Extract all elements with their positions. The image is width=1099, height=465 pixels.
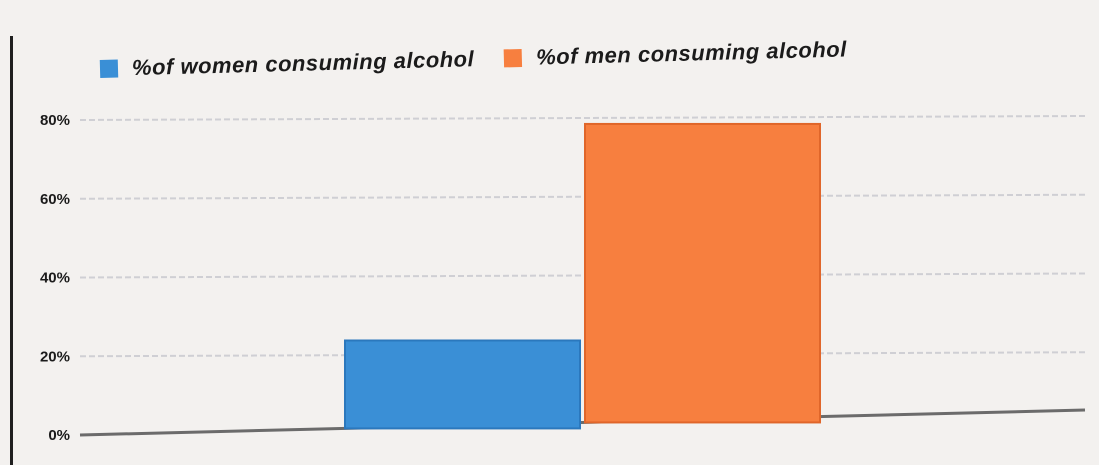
gridline-60 — [79, 193, 1086, 200]
y-tick-label-80: 80% — [40, 112, 70, 129]
y-tick-label-60: 60% — [40, 191, 70, 208]
bar-men-0 — [584, 122, 821, 424]
gridline-80 — [79, 115, 1086, 121]
gridline-40 — [79, 272, 1086, 279]
y-tick-label-20: 20% — [40, 348, 70, 365]
y-tick-label-0: 0% — [48, 427, 70, 444]
left-border — [10, 36, 13, 465]
y-tick-label-40: 40% — [40, 270, 70, 287]
x-axis-line — [79, 408, 1086, 437]
gridline-20 — [79, 351, 1086, 358]
bar-women-0 — [344, 339, 581, 430]
